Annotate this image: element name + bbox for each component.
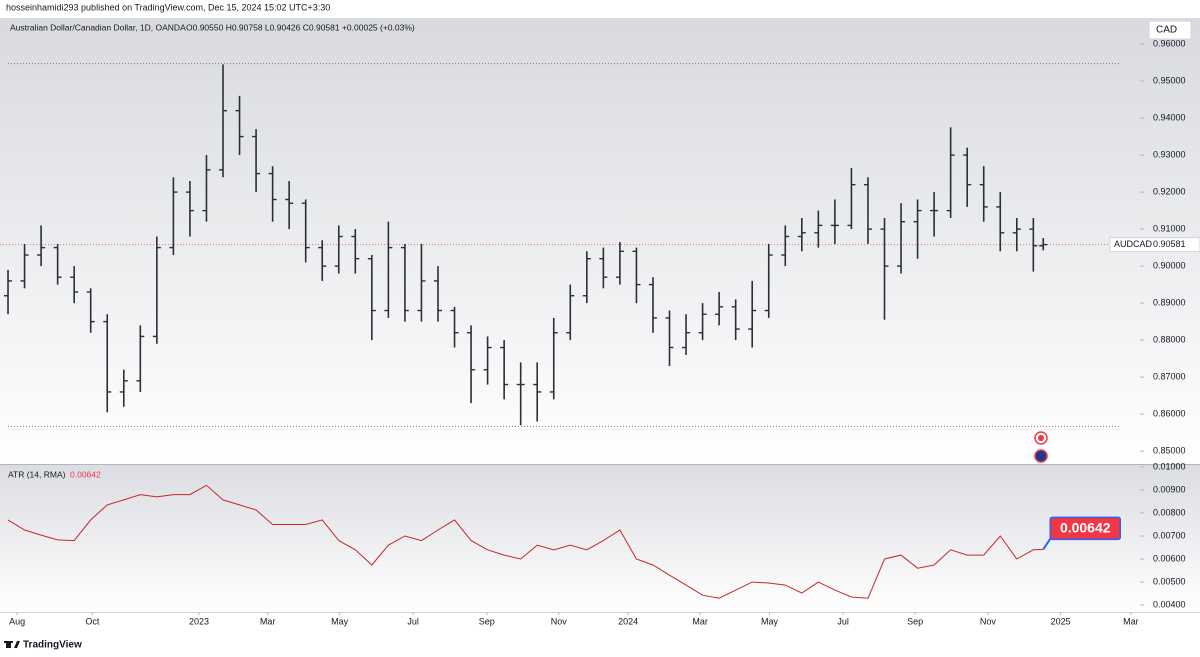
atr-legend-value: 0.00642 (70, 469, 101, 479)
y-tick-label: 0.87000 (1153, 372, 1186, 382)
y-tick-label: 0.88000 (1153, 335, 1186, 345)
atr-legend: ATR (14, RMA) (8, 469, 66, 479)
y-tick-label: 0.92000 (1153, 186, 1186, 196)
x-tick-label: Mar (260, 616, 276, 626)
y-tick-label: 0.91000 (1153, 223, 1186, 233)
logo-part (6, 641, 11, 648)
x-tick-label: Nov (980, 616, 997, 626)
logo-part (14, 641, 20, 648)
y-tick-label: 0.00600 (1153, 553, 1186, 563)
logo-part (4, 641, 13, 643)
published-note: hosseinhamidi293 published on TradingVie… (6, 2, 330, 12)
y-tick-label: 0.00400 (1153, 599, 1186, 609)
y-tick-label: 0.00700 (1153, 530, 1186, 540)
x-tick-label: 2023 (189, 616, 209, 626)
y-tick-label: 0.93000 (1153, 149, 1186, 159)
x-tick-label: May (761, 616, 779, 626)
y-tick-label: 0.85000 (1153, 446, 1186, 456)
y-tick-label: 0.00500 (1153, 576, 1186, 586)
x-tick-label: Nov (551, 616, 568, 626)
x-tick-label: Sep (479, 616, 495, 626)
y-tick-label: 0.00900 (1153, 484, 1186, 494)
y-tick-label: 0.01000 (1153, 461, 1186, 471)
ticker-label: AUDCAD (1114, 239, 1153, 249)
label-connector (1042, 536, 1053, 550)
price-pane (0, 18, 1200, 464)
currency[interactable]: CAD (1156, 25, 1177, 36)
y-tick-label: 0.96000 (1153, 38, 1186, 48)
y-tick-label: 0.90000 (1153, 260, 1186, 270)
x-tick-label: Mar (692, 616, 708, 626)
atr-line (7, 484, 1044, 599)
event-flag-dot (1038, 435, 1044, 441)
x-tick-label: Jul (407, 616, 419, 626)
event-flag[interactable] (1034, 449, 1048, 463)
last-price-label: 0.90581 (1153, 239, 1186, 249)
symbol-title: Australian Dollar/Canadian Dollar, 1D, O… (10, 22, 186, 32)
y-tick-label: 0.95000 (1153, 75, 1186, 85)
x-tick-label: Oct (85, 616, 100, 626)
y-tick-label: 0.86000 (1153, 409, 1186, 419)
x-tick-label: May (331, 616, 349, 626)
y-tick-label: 0.00800 (1153, 507, 1186, 517)
x-tick-label: 2024 (618, 616, 638, 626)
x-tick-label: Jul (837, 616, 849, 626)
brand: TradingView (23, 640, 82, 651)
value-callout (1049, 516, 1122, 541)
x-tick-label: Aug (9, 616, 25, 626)
price-tag (1109, 237, 1200, 253)
x-tick-label: Mar (1123, 616, 1139, 626)
x-tick-label: Sep (907, 616, 923, 626)
currency-box[interactable] (1148, 20, 1192, 40)
ohlc-legend: O0.90550 H0.90758 L0.90426 C0.90581 +0.0… (186, 22, 415, 32)
y-tick-label: 0.94000 (1153, 112, 1186, 122)
brand-logo (4, 641, 20, 648)
value-callout-text: 0.00642 (1060, 520, 1111, 536)
atr-pane (0, 465, 1200, 613)
x-tick-label: 2025 (1051, 616, 1071, 626)
y-tick-label: 0.89000 (1153, 297, 1186, 307)
